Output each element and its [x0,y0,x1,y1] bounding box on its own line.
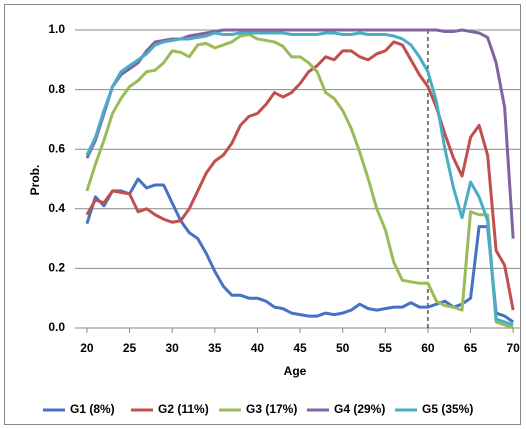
x-tick-label: 45 [293,341,307,355]
y-tick-label: 1.0 [48,22,65,36]
x-tick-label: 35 [208,341,222,355]
series-line [85,28,515,239]
y-tick-label: 0.0 [48,320,65,334]
legend-label: G1 (8%) [70,402,115,416]
x-axis-title: Age [284,364,307,378]
y-tick-label: 0.8 [48,82,65,96]
legend-label: G5 (35%) [422,402,473,416]
x-tick-label: 30 [166,341,180,355]
y-tick-label: 0.6 [48,141,65,155]
x-tick-label: 50 [336,341,350,355]
x-tick-label: 55 [379,341,393,355]
legend-label: G2 (11%) [158,402,209,416]
y-tick-label: 0.4 [48,201,65,215]
series-line [85,32,514,330]
legend-label: G3 (17%) [246,402,297,416]
x-tick-label: 40 [251,341,265,355]
x-tick-label: 70 [507,341,521,355]
series-line [85,177,515,324]
y-axis-title: Prob. [28,165,42,196]
x-tick-label: 65 [464,341,478,355]
chart-frame [4,4,521,425]
series-line [85,31,514,327]
y-tick-label: 0.2 [48,261,65,275]
x-tick-label: 60 [421,341,435,355]
x-tick-label: 20 [80,341,94,355]
legend-label: G4 (29%) [334,402,385,416]
x-tick-label: 25 [123,341,137,355]
